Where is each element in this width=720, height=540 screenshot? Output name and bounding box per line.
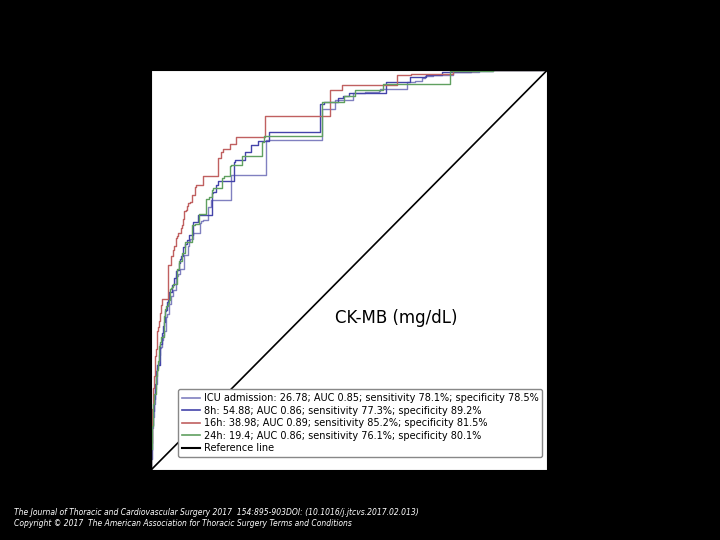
24h: 19.4; AUC 0.86; sensitivity 76.1%; specificity 80.1%: (0.108, 0.612): 19.4; AUC 0.86; sensitivity 76.1%; speci… xyxy=(189,222,198,228)
ICU admission: 26.78; AUC 0.85; sensitivity 78.1%; specificity 78.5%: (0.827, 1): 26.78; AUC 0.85; sensitivity 78.1%; spec… xyxy=(474,67,483,73)
8h: 54.88; AUC 0.86; sensitivity 77.3%; specificity 89.2%: (1, 1): 54.88; AUC 0.86; sensitivity 77.3%; spec… xyxy=(543,67,552,73)
24h: 19.4; AUC 0.86; sensitivity 76.1%; specificity 80.1%: (0.863, 1): 19.4; AUC 0.86; sensitivity 76.1%; speci… xyxy=(489,67,498,73)
Text: CK-MB (mg/dL): CK-MB (mg/dL) xyxy=(336,309,458,327)
8h: 54.88; AUC 0.86; sensitivity 77.3%; specificity 89.2%: (0.000164, 0.0215): 54.88; AUC 0.86; sensitivity 77.3%; spec… xyxy=(147,458,156,464)
24h: 19.4; AUC 0.86; sensitivity 76.1%; specificity 80.1%: (0.00269, 0.103): 19.4; AUC 0.86; sensitivity 76.1%; speci… xyxy=(148,426,156,432)
Line: 8h: 54.88; AUC 0.86; sensitivity 77.3%; specificity 89.2%: 8h: 54.88; AUC 0.86; sensitivity 77.3%; … xyxy=(151,70,547,470)
ICU admission: 26.78; AUC 0.85; sensitivity 78.1%; specificity 78.5%: (0.000678, 0.0498): 26.78; AUC 0.85; sensitivity 78.1%; spec… xyxy=(147,447,156,453)
24h: 19.4; AUC 0.86; sensitivity 76.1%; specificity 80.1%: (0.0191, 0.272): 19.4; AUC 0.86; sensitivity 76.1%; speci… xyxy=(155,357,163,364)
Legend: ICU admission: 26.78; AUC 0.85; sensitivity 78.1%; specificity 78.5%, 8h: 54.88;: ICU admission: 26.78; AUC 0.85; sensitiv… xyxy=(179,389,542,457)
16h: 38.98; AUC 0.89; sensitivity 85.2%; specificity 81.5%: (0.000496, 0.0455): 38.98; AUC 0.89; sensitivity 85.2%; spec… xyxy=(147,448,156,455)
24h: 19.4; AUC 0.86; sensitivity 76.1%; specificity 80.1%: (0.000191, 0.0206): 19.4; AUC 0.86; sensitivity 76.1%; speci… xyxy=(147,458,156,465)
Text: Figure 4: Figure 4 xyxy=(332,16,388,30)
16h: 38.98; AUC 0.89; sensitivity 85.2%; specificity 81.5%: (0.00198, 0.129): 38.98; AUC 0.89; sensitivity 85.2%; spec… xyxy=(148,415,156,422)
16h: 38.98; AUC 0.89; sensitivity 85.2%; specificity 81.5%: (0.901, 1): 38.98; AUC 0.89; sensitivity 85.2%; spec… xyxy=(504,67,513,73)
8h: 54.88; AUC 0.86; sensitivity 77.3%; specificity 89.2%: (0.0106, 0.203): 54.88; AUC 0.86; sensitivity 77.3%; spec… xyxy=(151,386,160,392)
X-axis label: 1 - Specificity: 1 - Specificity xyxy=(296,497,402,511)
Line: 16h: 38.98; AUC 0.89; sensitivity 85.2%; specificity 81.5%: 16h: 38.98; AUC 0.89; sensitivity 85.2%;… xyxy=(151,70,547,470)
ICU admission: 26.78; AUC 0.85; sensitivity 78.1%; specificity 78.5%: (0.152, 0.675): 26.78; AUC 0.85; sensitivity 78.1%; spec… xyxy=(207,197,216,204)
ICU admission: 26.78; AUC 0.85; sensitivity 78.1%; specificity 78.5%: (0, 0): 26.78; AUC 0.85; sensitivity 78.1%; spec… xyxy=(147,467,156,473)
16h: 38.98; AUC 0.89; sensitivity 85.2%; specificity 81.5%: (0, 0): 38.98; AUC 0.89; sensitivity 85.2%; spec… xyxy=(147,467,156,473)
8h: 54.88; AUC 0.86; sensitivity 77.3%; specificity 89.2%: (0.0859, 0.565): 54.88; AUC 0.86; sensitivity 77.3%; spec… xyxy=(181,241,189,247)
ICU admission: 26.78; AUC 0.85; sensitivity 78.1%; specificity 78.5%: (1, 1): 26.78; AUC 0.85; sensitivity 78.1%; spec… xyxy=(543,67,552,73)
8h: 54.88; AUC 0.86; sensitivity 77.3%; specificity 89.2%: (0.237, 0.795): 54.88; AUC 0.86; sensitivity 77.3%; spec… xyxy=(240,148,249,155)
ICU admission: 26.78; AUC 0.85; sensitivity 78.1%; specificity 78.5%: (0.00101, 0.0499): 26.78; AUC 0.85; sensitivity 78.1%; spec… xyxy=(148,447,156,453)
24h: 19.4; AUC 0.86; sensitivity 76.1%; specificity 80.1%: (0.000702, 0.0357): 19.4; AUC 0.86; sensitivity 76.1%; speci… xyxy=(147,453,156,459)
Line: ICU admission: 26.78; AUC 0.85; sensitivity 78.1%; specificity 78.5%: ICU admission: 26.78; AUC 0.85; sensitiv… xyxy=(151,70,547,470)
24h: 19.4; AUC 0.86; sensitivity 76.1%; specificity 80.1%: (0.206, 0.762): 19.4; AUC 0.86; sensitivity 76.1%; speci… xyxy=(228,162,237,168)
16h: 38.98; AUC 0.89; sensitivity 85.2%; specificity 81.5%: (0.2, 0.816): 38.98; AUC 0.89; sensitivity 85.2%; spec… xyxy=(226,140,235,147)
16h: 38.98; AUC 0.89; sensitivity 85.2%; specificity 81.5%: (0.0147, 0.338): 38.98; AUC 0.89; sensitivity 85.2%; spec… xyxy=(153,332,161,338)
24h: 19.4; AUC 0.86; sensitivity 76.1%; specificity 80.1%: (0, 0): 19.4; AUC 0.86; sensitivity 76.1%; speci… xyxy=(147,467,156,473)
8h: 54.88; AUC 0.86; sensitivity 77.3%; specificity 89.2%: (0, 0): 54.88; AUC 0.86; sensitivity 77.3%; spec… xyxy=(147,467,156,473)
8h: 54.88; AUC 0.86; sensitivity 77.3%; specificity 89.2%: (0.862, 1): 54.88; AUC 0.86; sensitivity 77.3%; spec… xyxy=(488,67,497,73)
16h: 38.98; AUC 0.89; sensitivity 85.2%; specificity 81.5%: (0.0872, 0.648): 38.98; AUC 0.89; sensitivity 85.2%; spec… xyxy=(181,207,190,214)
Line: 24h: 19.4; AUC 0.86; sensitivity 76.1%; specificity 80.1%: 24h: 19.4; AUC 0.86; sensitivity 76.1%; … xyxy=(151,70,547,470)
ICU admission: 26.78; AUC 0.85; sensitivity 78.1%; specificity 78.5%: (0.083, 0.536): 26.78; AUC 0.85; sensitivity 78.1%; spec… xyxy=(180,252,189,259)
16h: 38.98; AUC 0.89; sensitivity 85.2%; specificity 81.5%: (0.000158, 0.0253): 38.98; AUC 0.89; sensitivity 85.2%; spec… xyxy=(147,456,156,463)
24h: 19.4; AUC 0.86; sensitivity 76.1%; specificity 80.1%: (1, 1): 19.4; AUC 0.86; sensitivity 76.1%; speci… xyxy=(543,67,552,73)
Text: The Journal of Thoracic and Cardiovascular Surgery 2017  154:895-903DOI: (10.101: The Journal of Thoracic and Cardiovascul… xyxy=(14,508,419,529)
ICU admission: 26.78; AUC 0.85; sensitivity 78.1%; specificity 78.5%: (0.0125, 0.208): 26.78; AUC 0.85; sensitivity 78.1%; spec… xyxy=(152,383,161,390)
ICU admission: 26.78; AUC 0.85; sensitivity 78.1%; specificity 78.5%: (0.0043, 0.123): 26.78; AUC 0.85; sensitivity 78.1%; spec… xyxy=(148,417,157,424)
16h: 38.98; AUC 0.89; sensitivity 85.2%; specificity 81.5%: (1, 1): 38.98; AUC 0.89; sensitivity 85.2%; spec… xyxy=(543,67,552,73)
8h: 54.88; AUC 0.86; sensitivity 77.3%; specificity 89.2%: (0.00011, 0.014): 54.88; AUC 0.86; sensitivity 77.3%; spec… xyxy=(147,461,156,468)
Y-axis label: Sensitivity: Sensitivity xyxy=(103,228,117,312)
8h: 54.88; AUC 0.86; sensitivity 77.3%; specificity 89.2%: (0.00139, 0.0772): 54.88; AUC 0.86; sensitivity 77.3%; spec… xyxy=(148,436,156,442)
